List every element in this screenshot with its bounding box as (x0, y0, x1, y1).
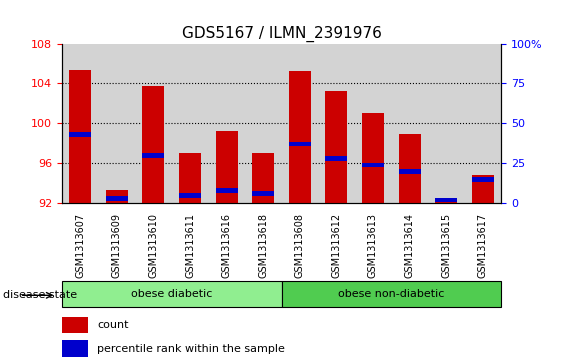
Bar (325, 156, 347, 161)
Bar (106, 190, 128, 203)
Text: count: count (97, 321, 128, 330)
Bar (69, 132, 91, 137)
Bar (106, 196, 128, 201)
Text: obese diabetic: obese diabetic (131, 289, 212, 299)
Bar (62, 281, 282, 307)
Bar (62, 317, 88, 333)
Bar (179, 153, 201, 203)
Bar (69, 69, 91, 203)
Bar (362, 113, 384, 203)
Bar (142, 153, 164, 158)
Bar (289, 142, 311, 146)
Bar (472, 177, 494, 182)
Text: disease state: disease state (3, 290, 77, 301)
Bar (216, 131, 238, 203)
Bar (289, 70, 311, 203)
Bar (282, 281, 501, 307)
Bar (216, 188, 238, 193)
Bar (362, 163, 384, 167)
Bar (399, 169, 421, 174)
Bar (435, 200, 457, 203)
Text: percentile rank within the sample: percentile rank within the sample (97, 344, 285, 354)
Bar (142, 86, 164, 203)
Bar (252, 153, 274, 203)
Bar (252, 191, 274, 196)
Bar (399, 134, 421, 203)
Bar (179, 193, 201, 197)
Bar (435, 198, 457, 202)
Bar (62, 340, 88, 357)
Text: obese non-diabetic: obese non-diabetic (338, 289, 444, 299)
Title: GDS5167 / ILMN_2391976: GDS5167 / ILMN_2391976 (181, 26, 382, 42)
Bar (325, 91, 347, 203)
Bar (472, 175, 494, 203)
